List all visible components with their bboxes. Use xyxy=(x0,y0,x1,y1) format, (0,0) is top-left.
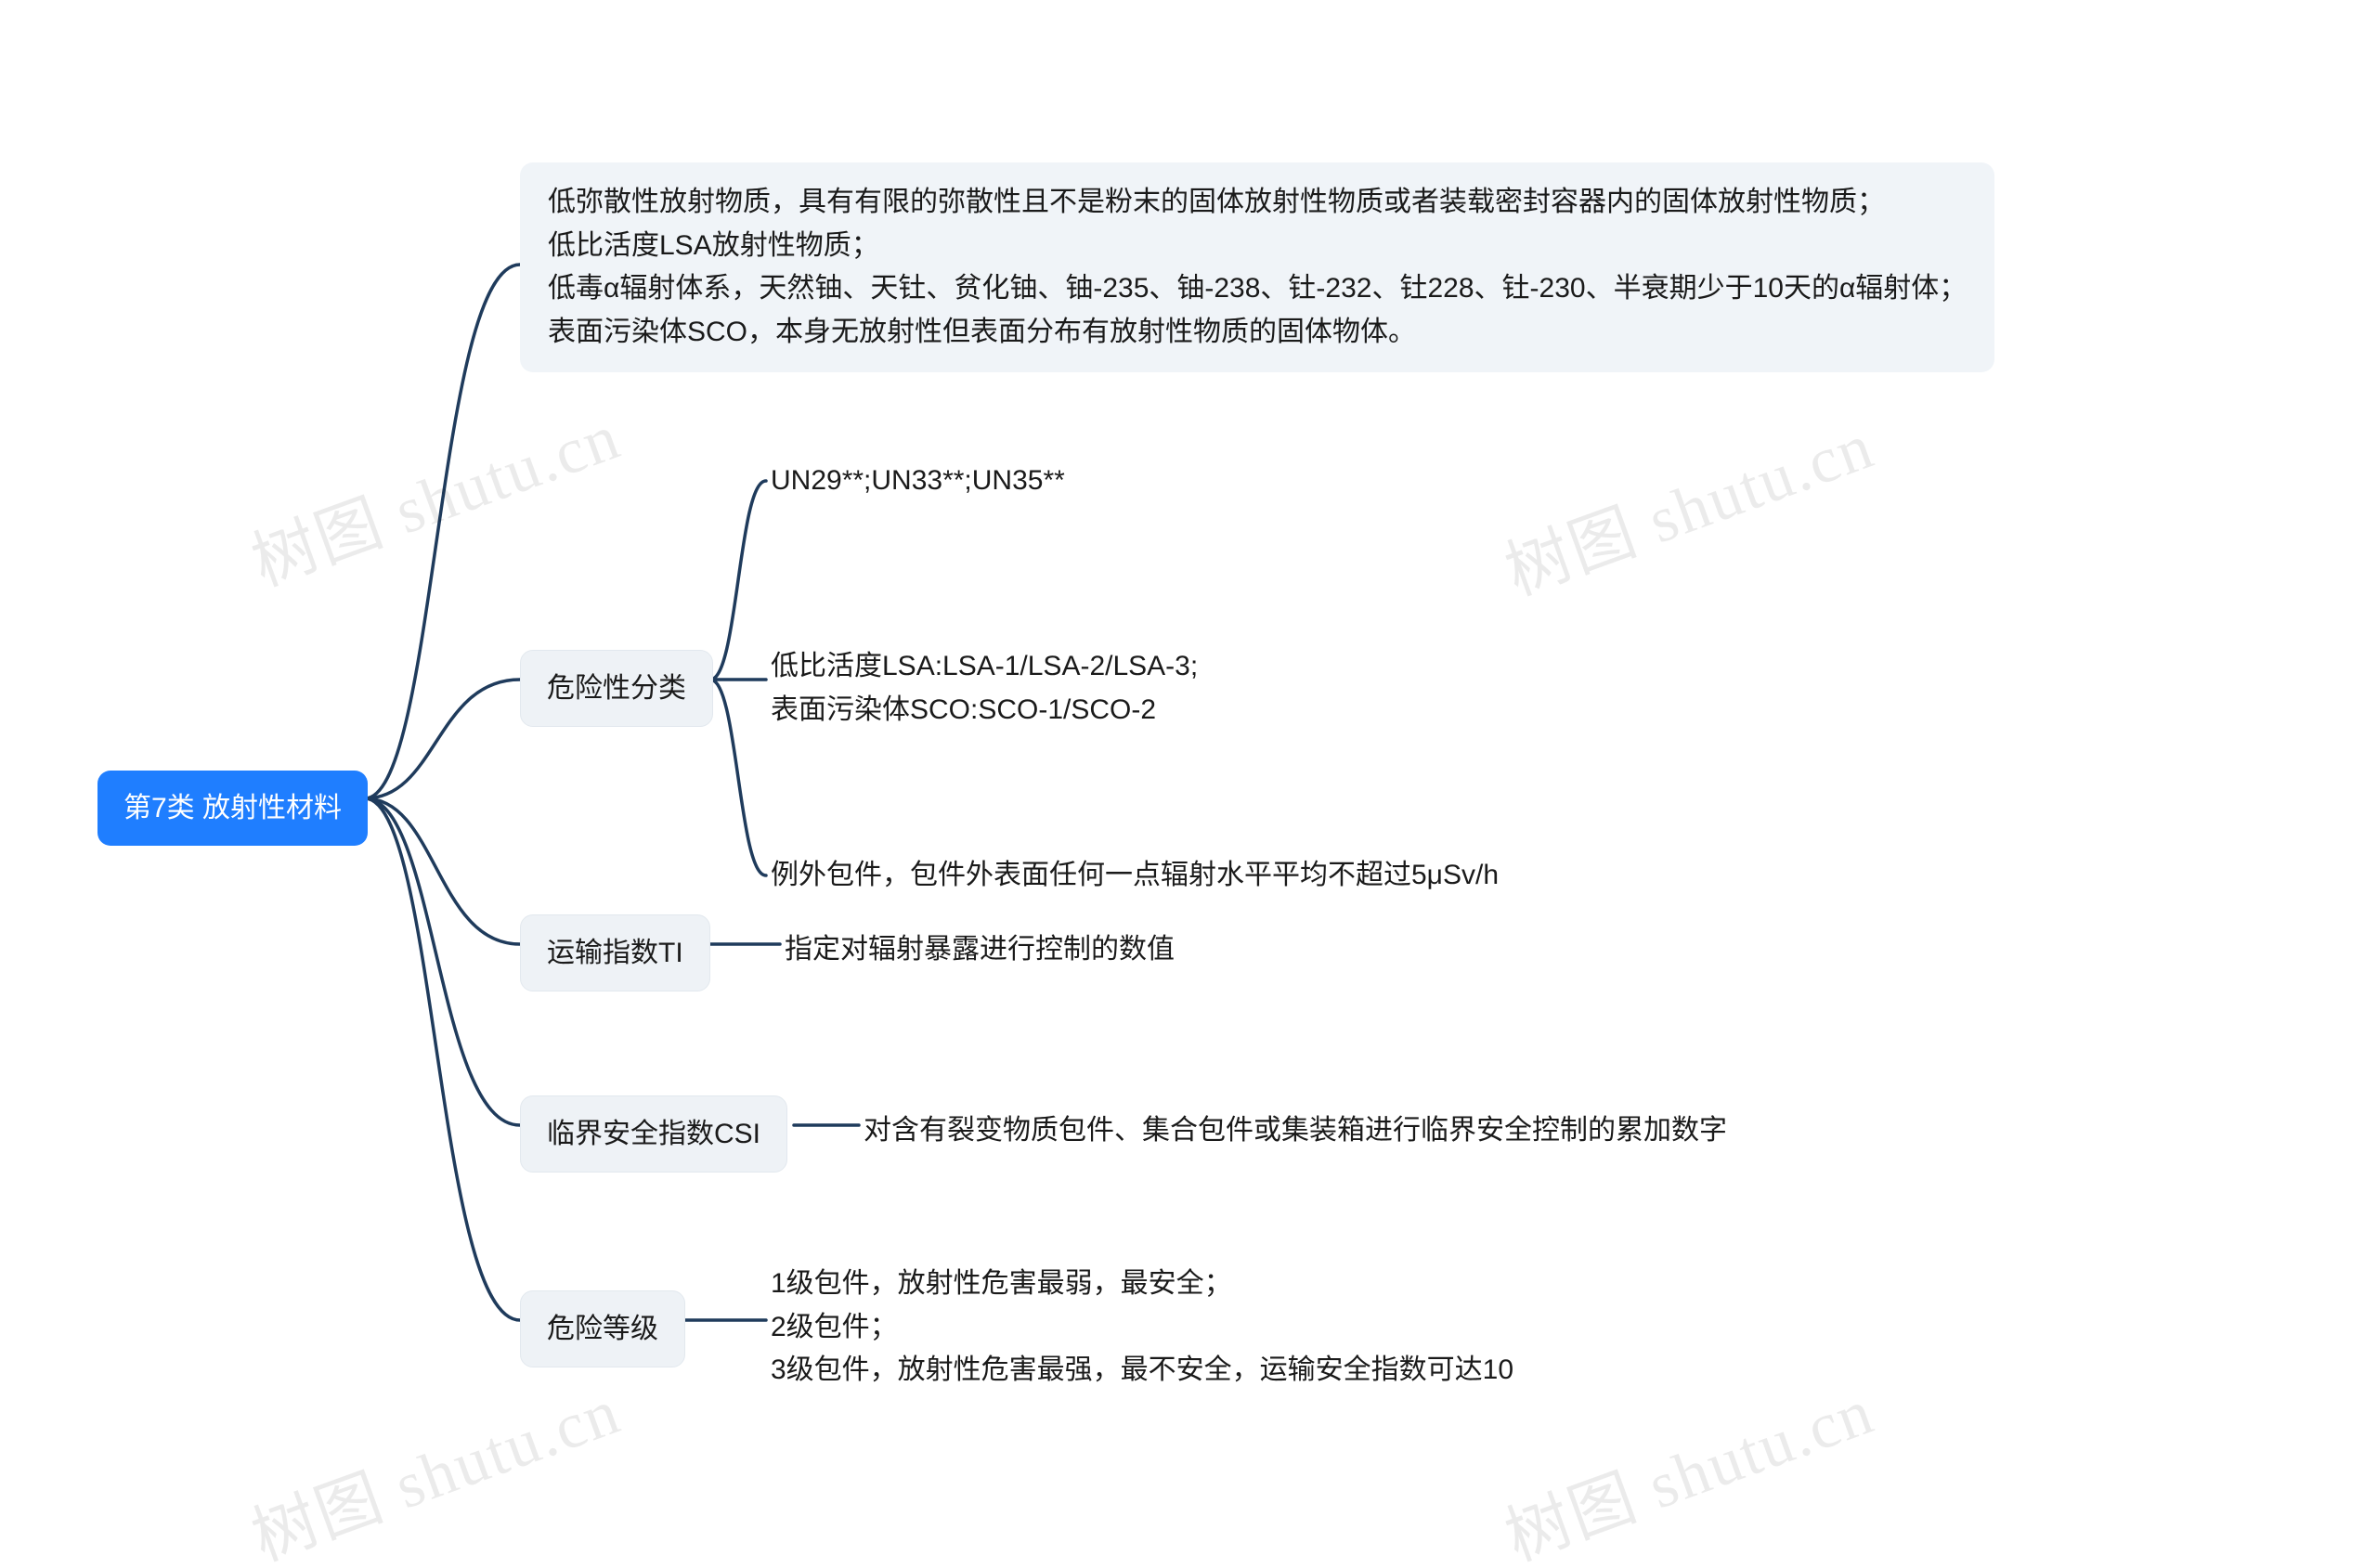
info-line-3: 表面污染体SCO，本身无放射性但表面分布有放射性物质的固体物体。 xyxy=(548,311,1967,355)
leaf-lsa-sco: 低比活度LSA:LSA-1/LSA-2/LSA-3; 表面污染体SCO:SCO-… xyxy=(771,645,1198,732)
watermark: 树图 shutu.cn xyxy=(237,1359,630,1568)
leaf-lsa-line-1: 表面污染体SCO:SCO-1/SCO-2 xyxy=(771,689,1198,732)
leaf-hl-2: 3级包件，放射性危害最强，最不安全，运输安全指数可达10 xyxy=(771,1349,1513,1393)
leaf-hazard-level-lines: 1级包件，放射性危害最弱，最安全； 2级包件； 3级包件，放射性危害最强，最不安… xyxy=(771,1263,1513,1393)
watermark: 树图 shutu.cn xyxy=(1490,1359,1884,1568)
watermark: 树图 shutu.cn xyxy=(1490,394,1884,614)
leaf-excepted-package: 例外包件，包件外表面任何一点辐射水平平均不超过5μSv/h xyxy=(771,854,1499,898)
branch-hazard-classification[interactable]: 危险性分类 xyxy=(520,650,713,727)
watermark: 树图 shutu.cn xyxy=(237,384,630,604)
root-node[interactable]: 第7类 放射性材料 xyxy=(97,771,368,846)
leaf-un-numbers: UN29**;UN33**;UN35** xyxy=(771,460,1065,503)
leaf-csi-desc: 对含有裂变物质包件、集合包件或集装箱进行临界安全控制的累加数字 xyxy=(864,1109,1727,1153)
branch-csi[interactable]: 临界安全指数CSI xyxy=(520,1095,787,1173)
branch-transport-index[interactable]: 运输指数TI xyxy=(520,914,710,991)
mindmap-canvas: 第7类 放射性材料 低弥散性放射物质，具有有限的弥散性且不是粉末的固体放射性物质… xyxy=(0,0,2377,1568)
info-line-2: 低毒α辐射体系，天然铀、天钍、贫化铀、铀-235、铀-238、钍-232、钍22… xyxy=(548,267,1967,311)
info-line-1: 低比活度LSA放射性物质； xyxy=(548,225,1967,268)
info-box-definitions: 低弥散性放射物质，具有有限的弥散性且不是粉末的固体放射性物质或者装载密封容器内的… xyxy=(520,162,1994,372)
leaf-hl-1: 2级包件； xyxy=(771,1306,1513,1350)
leaf-ti-desc: 指定对辐射暴露进行控制的数值 xyxy=(785,928,1175,972)
leaf-lsa-line-0: 低比活度LSA:LSA-1/LSA-2/LSA-3; xyxy=(771,645,1198,689)
info-line-0: 低弥散性放射物质，具有有限的弥散性且不是粉末的固体放射性物质或者装载密封容器内的… xyxy=(548,181,1967,225)
leaf-hl-0: 1级包件，放射性危害最弱，最安全； xyxy=(771,1263,1513,1306)
branch-hazard-level[interactable]: 危险等级 xyxy=(520,1290,685,1367)
